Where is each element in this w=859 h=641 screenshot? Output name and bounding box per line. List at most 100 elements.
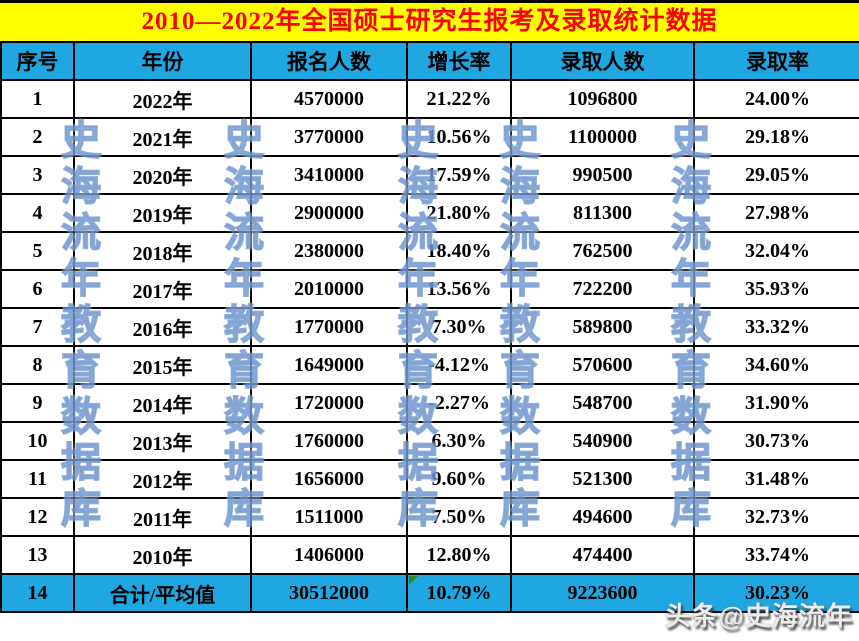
table-cell: 540900: [510, 421, 695, 461]
table-cell: 762500: [510, 231, 695, 271]
table-cell: 12: [0, 497, 75, 537]
table-cell: 9: [0, 383, 75, 423]
header-cell: 年份: [73, 41, 252, 81]
table-cell: 13: [0, 535, 75, 575]
table-cell: 6: [0, 269, 75, 309]
table-cell: 2012年: [73, 459, 252, 499]
table-cell: 10.56%: [406, 117, 512, 157]
table-cell: 494600: [510, 497, 695, 537]
table-cell: 474400: [510, 535, 695, 575]
table-row: 4 2019年 2900000 21.80% 811300 27.98%: [0, 193, 859, 233]
table-row: 11 2012年 1656000 9.60% 521300 31.48%: [0, 459, 859, 499]
table-cell: 30512000: [250, 573, 408, 613]
table-cell: 12.80%: [406, 535, 512, 575]
table-cell: 24.00%: [693, 79, 859, 119]
table-cell: 2380000: [250, 231, 408, 271]
table-cell: 521300: [510, 459, 695, 499]
table-cell: 21.22%: [406, 79, 512, 119]
table-cell: 5: [0, 231, 75, 271]
table-row: 1 2022年 4570000 21.22% 1096800 24.00%: [0, 79, 859, 119]
table-cell: 7.30%: [406, 307, 512, 347]
table-cell: 34.60%: [693, 345, 859, 385]
table-cell: 2010000: [250, 269, 408, 309]
table-row: 12 2011年 1511000 7.50% 494600 32.73%: [0, 497, 859, 537]
table-cell: 2010年: [73, 535, 252, 575]
table-cell: 30.23%: [693, 573, 859, 613]
table-cell: 4570000: [250, 79, 408, 119]
table-cell: 14: [0, 573, 75, 613]
table-cell: 2016年: [73, 307, 252, 347]
data-table: 序号 年份 报名人数 增长率 录取人数 录取率 1 2022年 4570000 21.22% 10…: [0, 41, 859, 613]
table-row: 3 2020年 3410000 17.59% 990500 29.05%: [0, 155, 859, 195]
header-row: 序号 年份 报名人数 增长率 录取人数 录取率: [0, 41, 859, 81]
table-cell: 7: [0, 307, 75, 347]
table-cell: 1720000: [250, 383, 408, 423]
table-cell: 10: [0, 421, 75, 461]
table-cell: 2015年: [73, 345, 252, 385]
table-cell: 1656000: [250, 459, 408, 499]
table-row: 14 合计/平均值 30512000 10.79% 9223600 30.23%: [0, 573, 859, 613]
table-row: 7 2016年 1770000 7.30% 589800 33.32%: [0, 307, 859, 347]
header-cell: 序号: [0, 41, 75, 81]
table-cell: 2018年: [73, 231, 252, 271]
table-cell: 21.80%: [406, 193, 512, 233]
table-cell: 2011年: [73, 497, 252, 537]
table-cell: 1649000: [250, 345, 408, 385]
table-cell: 29.05%: [693, 155, 859, 195]
table-row: 6 2017年 2010000 13.56% 722200 35.93%: [0, 269, 859, 309]
table-row: 9 2014年 1720000 -2.27% 548700 31.90%: [0, 383, 859, 423]
table-cell: 3770000: [250, 117, 408, 157]
table-cell: 548700: [510, 383, 695, 423]
table-cell: 722200: [510, 269, 695, 309]
header-cell: 报名人数: [250, 41, 408, 81]
table-cell: 27.98%: [693, 193, 859, 233]
table-cell: 31.90%: [693, 383, 859, 423]
header-cell: 录取率: [693, 41, 859, 81]
table-cell: 13.56%: [406, 269, 512, 309]
table-row: 5 2018年 2380000 18.40% 762500 32.04%: [0, 231, 859, 271]
table-cell: 9.60%: [406, 459, 512, 499]
table-cell: 3: [0, 155, 75, 195]
table-cell: 1770000: [250, 307, 408, 347]
toutiao-watermark-badge: 头条@史海流年: [664, 601, 853, 631]
table-cell: -2.27%: [406, 383, 512, 423]
table-cell: 9223600: [510, 573, 695, 613]
table-cell: 32.73%: [693, 497, 859, 537]
table-cell: -4.12%: [406, 345, 512, 385]
table-cell: 3410000: [250, 155, 408, 195]
table-cell: 31.48%: [693, 459, 859, 499]
table-cell: 4: [0, 193, 75, 233]
table-cell: 1406000: [250, 535, 408, 575]
table-cell: 1511000: [250, 497, 408, 537]
table-cell: 7.50%: [406, 497, 512, 537]
table-cell: 1760000: [250, 421, 408, 461]
table-cell: 2900000: [250, 193, 408, 233]
cell-error-marker-icon: [409, 576, 418, 585]
table-cell: 10.79%: [406, 573, 512, 613]
table-cell: 35.93%: [693, 269, 859, 309]
table-cell: 589800: [510, 307, 695, 347]
table-cell: 2020年: [73, 155, 252, 195]
table-cell: 32.04%: [693, 231, 859, 271]
table-cell: 6.30%: [406, 421, 512, 461]
table-cell: 1100000: [510, 117, 695, 157]
table-cell: 1096800: [510, 79, 695, 119]
table-cell: 990500: [510, 155, 695, 195]
table-body: 1 2022年 4570000 21.22% 1096800 24.00% 2 2021年 37…: [0, 79, 859, 613]
table-cell: 2019年: [73, 193, 252, 233]
header-cell: 增长率: [406, 41, 512, 81]
table-cell: 17.59%: [406, 155, 512, 195]
table-cell: 2017年: [73, 269, 252, 309]
table-cell: 30.73%: [693, 421, 859, 461]
table-cell: 2013年: [73, 421, 252, 461]
table-cell: 33.74%: [693, 535, 859, 575]
table-cell: 18.40%: [406, 231, 512, 271]
table-cell: 2: [0, 117, 75, 157]
table-cell: 2021年: [73, 117, 252, 157]
table-cell: 811300: [510, 193, 695, 233]
table-cell: 2022年: [73, 79, 252, 119]
table-cell: 1: [0, 79, 75, 119]
table-title: 2010—2022年全国硕士研究生报考及录取统计数据: [0, 3, 859, 41]
table-row: 13 2010年 1406000 12.80% 474400 33.74%: [0, 535, 859, 575]
table-cell: 29.18%: [693, 117, 859, 157]
